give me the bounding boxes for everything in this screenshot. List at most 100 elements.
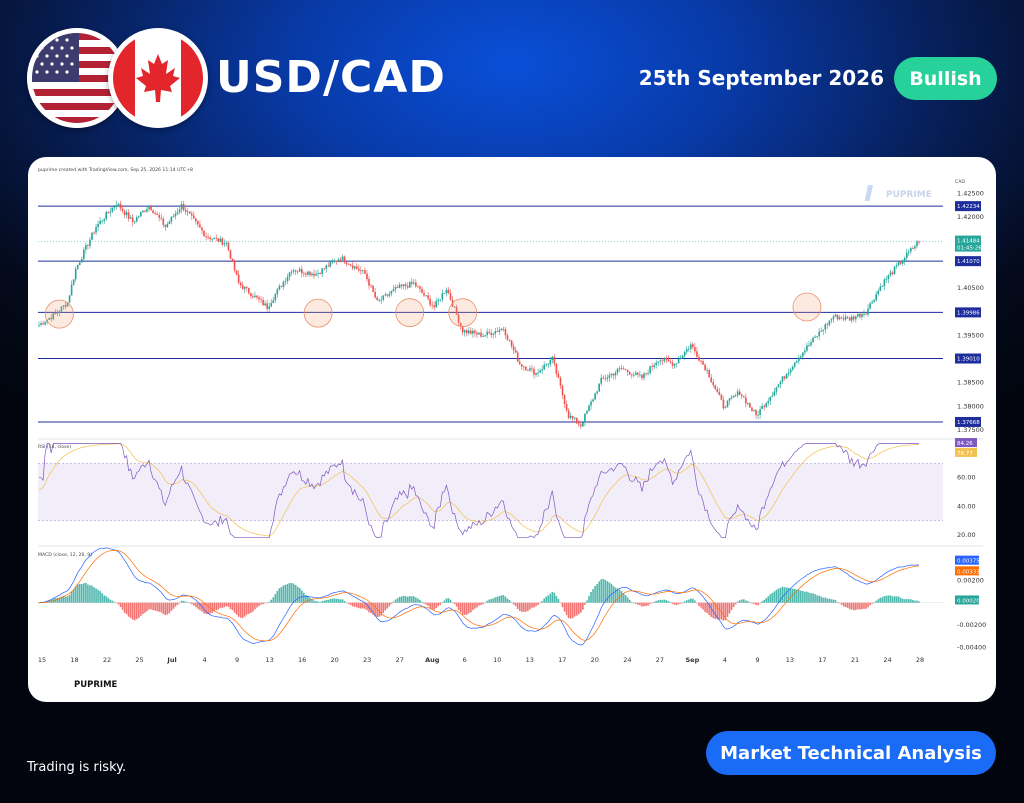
candle xyxy=(56,309,59,317)
candle xyxy=(417,285,419,288)
candle xyxy=(109,207,112,217)
candle xyxy=(127,209,130,222)
candle xyxy=(284,278,287,286)
candle xyxy=(311,271,313,278)
candle xyxy=(461,325,464,336)
macd-histogram-bar xyxy=(133,602,136,621)
candle xyxy=(777,384,780,388)
candle xyxy=(205,232,207,241)
candle xyxy=(447,287,450,295)
macd-histogram-bar xyxy=(362,602,364,609)
candle xyxy=(186,208,189,216)
candle xyxy=(912,246,914,249)
candle xyxy=(907,249,910,256)
candle xyxy=(463,329,466,337)
macd-histogram-bar xyxy=(580,602,582,613)
candle xyxy=(557,370,560,379)
macd-histogram-bar xyxy=(506,598,509,603)
candle xyxy=(531,364,533,373)
macd-histogram-bar xyxy=(186,602,189,603)
candle xyxy=(838,315,841,321)
macd-histogram-bar xyxy=(571,602,574,619)
candle xyxy=(728,397,731,405)
candle xyxy=(166,221,169,229)
macd-histogram-bar xyxy=(559,602,562,604)
macd-histogram-bar xyxy=(759,602,761,604)
macd-histogram-bar xyxy=(877,599,880,603)
candle xyxy=(117,202,120,207)
candle xyxy=(50,313,53,322)
candle xyxy=(659,358,662,365)
x-tick-label: 25 xyxy=(135,656,143,664)
macd-histogram-bar xyxy=(875,600,878,603)
macd-histogram-bar xyxy=(498,596,501,603)
candle xyxy=(217,238,220,243)
candle xyxy=(83,247,85,262)
candle xyxy=(673,363,676,369)
candle xyxy=(618,365,621,372)
macd-histogram-bar xyxy=(816,595,818,603)
candle xyxy=(160,213,163,221)
macd-histogram-bar xyxy=(797,589,800,603)
macd-histogram-bar xyxy=(256,602,258,608)
macd-histogram-bar xyxy=(170,602,173,611)
candle xyxy=(889,269,892,278)
macd-histogram-bar xyxy=(502,595,505,603)
candle xyxy=(68,294,71,304)
price-label: 1.39010 xyxy=(957,357,980,363)
candle xyxy=(468,326,470,336)
macd-histogram-bar xyxy=(305,594,307,603)
candle xyxy=(861,312,863,321)
candle xyxy=(877,288,880,297)
macd-histogram-bar xyxy=(844,602,847,608)
candle xyxy=(347,263,350,265)
macd-histogram-bar xyxy=(353,602,356,607)
macd-histogram-bar xyxy=(99,591,101,603)
macd-histogram-bar xyxy=(260,602,262,605)
candle xyxy=(97,220,99,232)
candle xyxy=(734,393,737,398)
macd-histogram-bar xyxy=(514,602,517,607)
macd-histogram-bar xyxy=(250,602,252,613)
macd-histogram-bar xyxy=(869,602,871,606)
candle xyxy=(859,311,861,319)
x-tick-label: 20 xyxy=(331,656,339,664)
candle xyxy=(60,306,63,312)
report-date: 25th September 2026 xyxy=(638,66,884,90)
macd-histogram-bar xyxy=(539,602,541,604)
macd-histogram-bar xyxy=(347,602,350,604)
candle xyxy=(846,315,849,319)
macd-histogram-bar xyxy=(871,602,873,604)
macd-histogram-bar xyxy=(732,602,735,608)
macd-histogram-bar xyxy=(555,595,558,603)
candle xyxy=(539,368,541,373)
chart-panel: PUPRIME puprime created with TradingView… xyxy=(28,157,996,702)
candle xyxy=(834,313,837,317)
candle xyxy=(671,359,674,369)
macd-histogram-bar xyxy=(535,602,537,607)
macd-histogram-bar xyxy=(800,590,802,603)
candle xyxy=(632,371,635,378)
macd-histogram-bar xyxy=(757,602,759,606)
macd-histogram-bar xyxy=(687,599,690,603)
macd-histogram-bar xyxy=(533,602,535,608)
market-technical-analysis-button[interactable]: Market Technical Analysis xyxy=(706,731,996,775)
candle xyxy=(280,285,283,288)
macd-histogram-bar xyxy=(54,598,57,603)
x-tick-label: 20 xyxy=(591,656,599,664)
macd-histogram-bar xyxy=(443,600,446,603)
candle xyxy=(588,404,590,412)
candle xyxy=(111,207,114,213)
rsi-tick-label: 40.00 xyxy=(957,502,976,510)
candle xyxy=(730,395,733,400)
candle xyxy=(606,374,609,382)
candle xyxy=(144,209,146,213)
candle xyxy=(690,341,692,353)
candle xyxy=(472,328,474,338)
candle xyxy=(718,388,721,396)
macd-histogram-bar xyxy=(76,584,79,603)
macd-histogram-bar xyxy=(317,601,319,603)
candle xyxy=(598,383,600,393)
candle xyxy=(830,317,833,324)
candle xyxy=(478,332,480,335)
